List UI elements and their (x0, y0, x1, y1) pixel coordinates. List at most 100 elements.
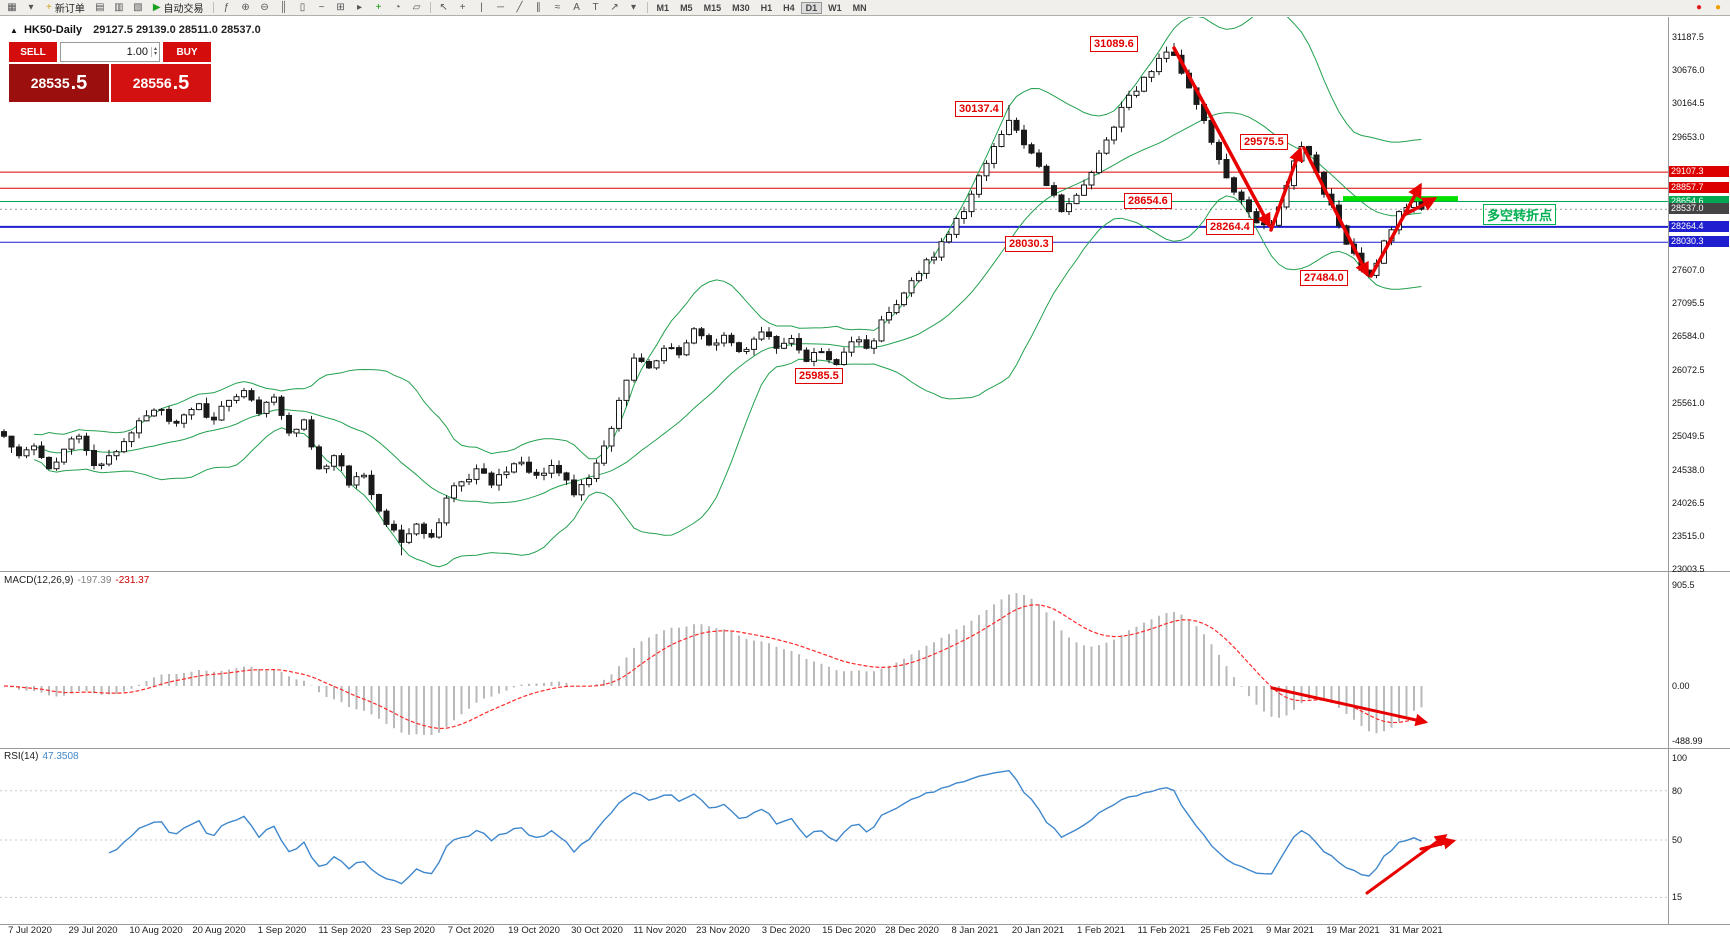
new-order-icon: + (46, 2, 52, 13)
timeframe-h1-button[interactable]: H1 (760, 2, 773, 13)
bar-chart-icon[interactable]: ║ (280, 1, 288, 13)
toolbar-separator (646, 2, 648, 13)
bollinger-upper (33, 17, 1422, 460)
buy-button[interactable]: BUY (163, 42, 211, 62)
timeframe-m1-button[interactable]: M1 (656, 2, 670, 13)
timeframe-w1-button[interactable]: W1 (828, 2, 842, 13)
time-label: 1 Sep 2020 (257, 925, 307, 936)
timeframe-d1-button[interactable]: D1 (800, 1, 823, 14)
vertical-line-icon[interactable]: | (480, 1, 483, 13)
time-label: 1 Feb 2021 (1076, 925, 1126, 936)
add-indicator-icon[interactable]: + (375, 1, 382, 13)
trend-arrow[interactable] (1172, 46, 1271, 229)
time-label: 28 Dec 2020 (885, 925, 939, 936)
bollinger-lower (33, 195, 1422, 568)
periods-icon[interactable]: ◔ (394, 1, 401, 13)
macd-arrow[interactable] (1270, 686, 1429, 727)
time-label: 23 Sep 2020 (381, 925, 435, 936)
arrows-tool-icon[interactable]: ↗ (610, 1, 619, 13)
time-label: 11 Sep 2020 (318, 925, 372, 936)
time-axis[interactable]: 7 Jul 2020 29 Jul 2020 10 Aug 2020 20 Aug 2… (0, 925, 1730, 938)
crosshair-icon[interactable]: + (459, 1, 466, 13)
autotrading-button-label: 自动交易 (163, 4, 204, 15)
time-label: 8 Jan 2021 (951, 925, 999, 936)
trendline-icon[interactable]: ╱ (516, 1, 523, 13)
timeframe-m5-button[interactable]: M5 (680, 2, 693, 13)
volume-value: 1.00 (126, 46, 148, 58)
time-label: 11 Nov 2020 (633, 925, 687, 936)
timeframe-mn-button[interactable]: MN (852, 2, 867, 13)
channel-icon[interactable]: ∥ (536, 1, 542, 13)
rsi-indicator-label: RSI(14) 47.3508 (4, 751, 79, 762)
line-chart-icon[interactable]: ~ (318, 1, 325, 13)
autotrading-button[interactable]: ▶ 自动交易 (148, 1, 209, 15)
time-label: 20 Jan 2021 (1011, 925, 1065, 936)
time-label: 7 Jul 2020 (8, 925, 52, 936)
chart-macd-separator[interactable] (0, 571, 1730, 572)
turning-point-annotation[interactable]: 多空转折点 (1483, 204, 1557, 225)
alert-yellow-icon[interactable]: ● (1714, 1, 1722, 13)
candlestick-chart-icon[interactable]: ▯ (299, 1, 306, 13)
price-main: 28556 (132, 75, 172, 91)
shapes-dropdown-icon[interactable]: ▾ (631, 1, 637, 13)
bollinger-middle (33, 112, 1422, 504)
bear-candles (1, 51, 1425, 543)
symbol-info-bar: ▲ HK50-Daily 29127.5 29139.0 28511.0 285… (10, 24, 261, 36)
fibonacci-icon[interactable]: ≈ (554, 1, 561, 13)
time-label: 30 Oct 2020 (571, 925, 623, 936)
expander-icon[interactable]: ▲ (10, 26, 18, 35)
timeframe-h4-button[interactable]: H4 (783, 2, 795, 13)
symbol-ohlc: 29127.5 29139.0 28511.0 28537.0 (93, 24, 261, 36)
chart-window-icon[interactable]: ▦ (7, 1, 17, 13)
macd-rsi-separator[interactable] (0, 748, 1730, 749)
trend-arrow[interactable] (1369, 182, 1422, 278)
navigator-icon[interactable]: ▧ (133, 1, 143, 13)
trend-arrow[interactable] (1269, 146, 1304, 232)
text-icon[interactable]: A (573, 1, 580, 13)
price-fraction: .5 (172, 71, 190, 94)
rsi-panel (0, 769, 1668, 898)
timeframe-m15-button[interactable]: M15 (703, 2, 722, 13)
time-label: 3 Dec 2020 (761, 925, 811, 936)
zoom-out-icon[interactable]: ⊖ (260, 1, 269, 13)
timeframe-m30-button[interactable]: M30 (732, 2, 750, 13)
macd-panel (3, 593, 1429, 735)
indicators-list-icon[interactable]: ƒ (223, 1, 230, 13)
spinner-down-icon[interactable]: ▾ (153, 51, 157, 57)
spinner-up-icon[interactable]: ▴ (153, 46, 157, 52)
rsi-arrow[interactable] (1419, 837, 1457, 851)
price-axis-separator (1668, 17, 1669, 924)
time-label: 7 Oct 2020 (447, 925, 495, 936)
rsi-name: RSI(14) (4, 751, 39, 762)
sell-price[interactable]: 28535.5 (9, 64, 109, 102)
chart-dropdown-icon[interactable]: ▾ (28, 1, 34, 13)
time-label: 19 Oct 2020 (508, 925, 560, 936)
trend-arrow[interactable] (1402, 197, 1438, 217)
volume-spinner[interactable]: ▴ ▾ (150, 46, 157, 57)
label-icon[interactable]: T (592, 1, 599, 13)
templates-icon[interactable]: ▱ (412, 1, 421, 13)
buy-price[interactable]: 28556.5 (111, 64, 211, 102)
new-order-button-label: 新订单 (54, 4, 85, 15)
volume-input[interactable]: 1.00 ▴ ▾ (60, 42, 160, 62)
auto-scroll-icon[interactable]: ▸ (357, 1, 363, 13)
data-window-icon[interactable]: ▥ (114, 1, 124, 13)
sell-button[interactable]: SELL (9, 42, 57, 62)
zoom-in-icon[interactable]: ⊕ (241, 1, 250, 13)
time-label: 9 Mar 2021 (1265, 925, 1315, 936)
cursor-icon[interactable]: ↖ (439, 1, 448, 13)
trend-arrow[interactable] (1302, 146, 1369, 278)
rsi-line (108, 769, 1422, 885)
time-label: 23 Nov 2020 (696, 925, 750, 936)
new-order-button[interactable]: + 新订单 (41, 1, 90, 15)
time-label: 31 Mar 2021 (1389, 925, 1443, 936)
market-watch-icon[interactable]: ▤ (95, 1, 105, 13)
macd-indicator-label: MACD(12,26,9) -197.39 -231.37 (4, 575, 149, 586)
alert-red-icon[interactable]: ● (1695, 1, 1703, 13)
horizontal-line-icon[interactable]: ─ (497, 1, 505, 13)
time-label: 29 Jul 2020 (68, 925, 118, 936)
bull-candles (23, 51, 1417, 543)
tile-windows-icon[interactable]: ⊞ (336, 1, 345, 13)
